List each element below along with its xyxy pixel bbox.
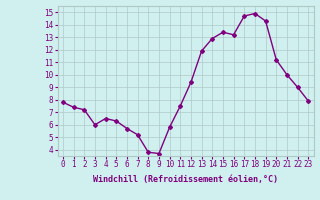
X-axis label: Windchill (Refroidissement éolien,°C): Windchill (Refroidissement éolien,°C) <box>93 175 278 184</box>
